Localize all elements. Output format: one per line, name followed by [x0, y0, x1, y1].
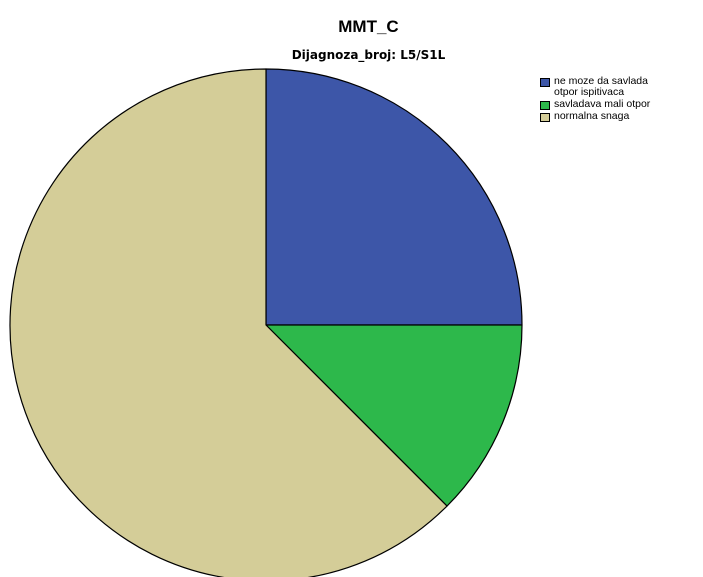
pie-slice — [265, 324, 523, 507]
legend-label: ne moze da savlada otpor ispitivaca — [554, 75, 648, 98]
legend-swatch — [540, 113, 550, 122]
legend-swatch — [540, 78, 550, 87]
chart-title: MMT_C — [338, 17, 399, 36]
legend-label: normalna snaga — [554, 110, 630, 122]
legend-item: ne moze da savlada otpor ispitivaca — [540, 76, 674, 98]
legend-label: savladava mali otpor — [554, 98, 651, 110]
legend-item: normalna snaga — [540, 111, 674, 122]
legend: ne moze da savlada otpor ispitivaca savl… — [540, 76, 674, 123]
legend-swatch — [540, 101, 550, 110]
chart-subtitle: Dijagnoza_broj: L5/S1L — [291, 48, 446, 62]
pie-slice — [9, 68, 448, 577]
legend-item: savladava mali otpor — [540, 99, 674, 110]
pie-slice — [265, 68, 523, 326]
